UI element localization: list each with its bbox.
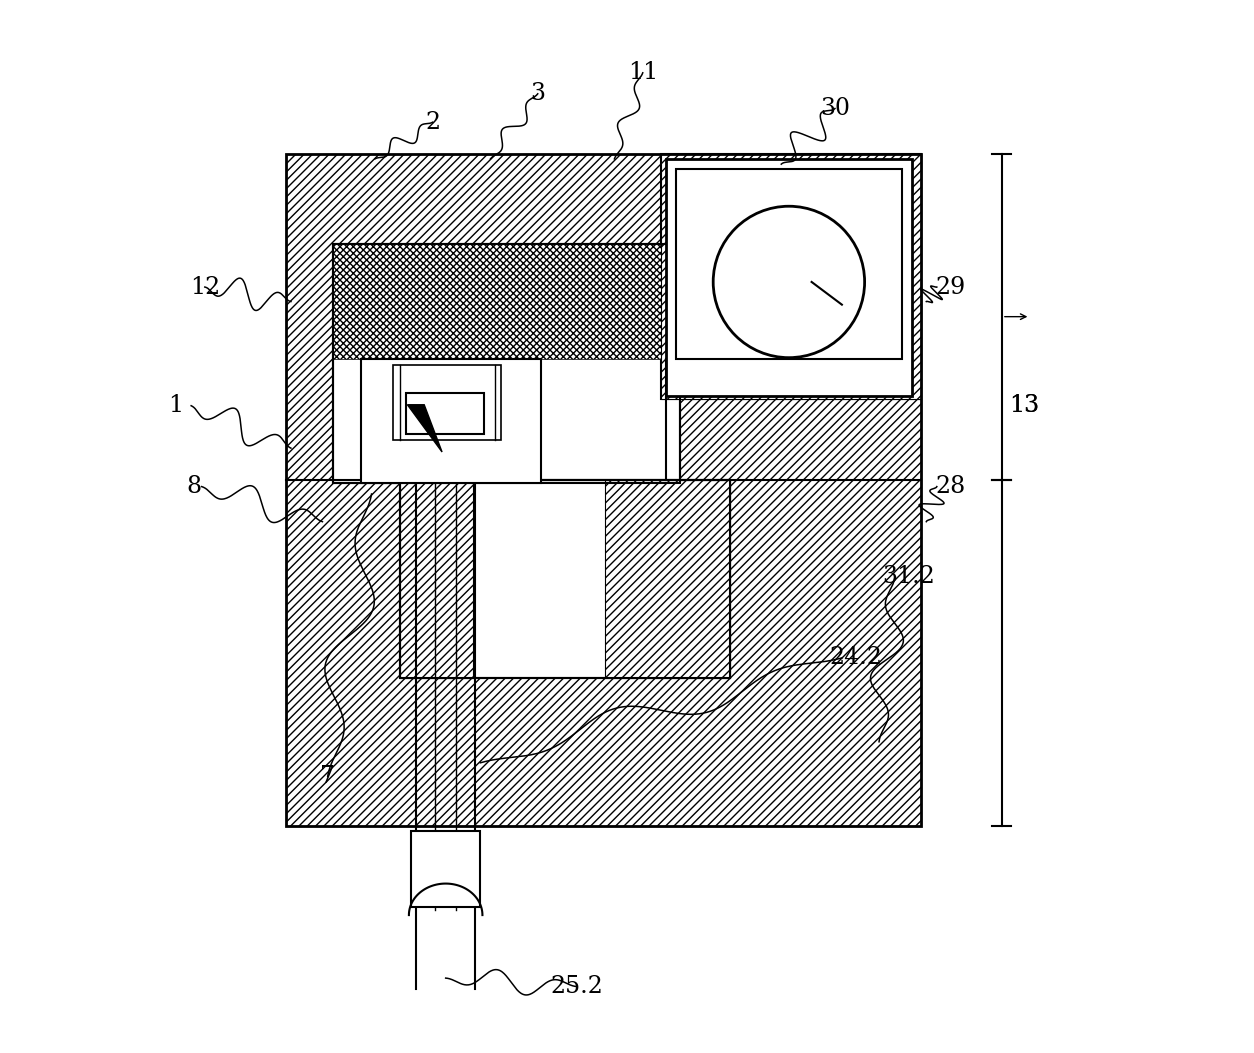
Bar [400,480,730,678]
Text: 31.2: 31.2 [882,565,935,589]
Text: 29: 29 [935,276,966,299]
Text: 2: 2 [425,111,440,134]
Polygon shape [408,404,443,452]
Bar [661,154,920,399]
Text: 12: 12 [189,276,219,299]
Bar [286,154,920,826]
Bar [286,154,920,826]
Bar [411,831,480,907]
Text: 7: 7 [320,764,335,788]
Text: 25.2: 25.2 [551,975,603,998]
Bar [361,359,542,483]
Bar [666,159,912,396]
Text: 30: 30 [820,97,850,120]
Text: 1: 1 [168,394,183,417]
Bar [394,365,502,439]
Text: 8: 8 [187,475,202,498]
Bar [661,154,920,399]
Bar [400,480,473,678]
Text: 28: 28 [935,475,966,498]
Bar [400,480,730,678]
Bar [676,170,902,359]
Text: 3: 3 [530,82,545,105]
Bar [406,394,484,435]
Bar [604,480,730,678]
Bar [334,244,680,483]
Bar [334,244,680,359]
Text: 13: 13 [1009,394,1040,417]
Text: 24.2: 24.2 [829,647,883,670]
Text: 13: 13 [1009,394,1040,417]
Text: 11: 11 [628,61,658,84]
Bar [334,244,680,483]
